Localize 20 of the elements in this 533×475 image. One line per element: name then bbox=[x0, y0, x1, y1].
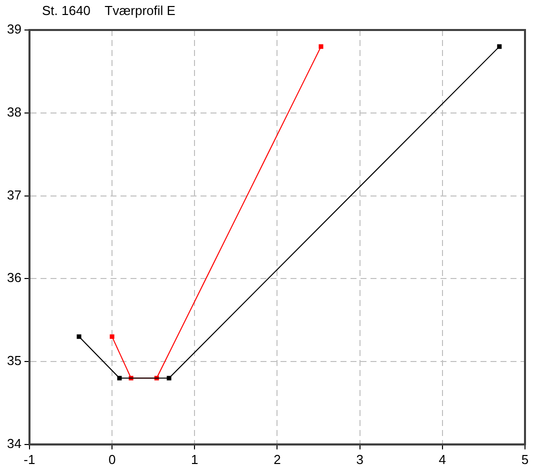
chart-title: St. 1640 Tværprofil E bbox=[42, 3, 176, 18]
y-tick-label: 39 bbox=[6, 22, 22, 37]
x-tick-label: 5 bbox=[521, 452, 529, 467]
y-tick-label: 38 bbox=[6, 104, 22, 120]
point bbox=[497, 44, 502, 49]
y-tick-label: 37 bbox=[6, 187, 22, 202]
x-tick-label: 4 bbox=[438, 452, 446, 467]
x-tick-label: 0 bbox=[108, 452, 116, 467]
x-tick-label: 3 bbox=[356, 452, 364, 467]
point bbox=[110, 334, 114, 339]
x-tick-label: 2 bbox=[274, 452, 281, 467]
point bbox=[117, 376, 122, 380]
point bbox=[166, 376, 172, 380]
point bbox=[318, 44, 324, 49]
point bbox=[76, 334, 82, 339]
x-tick-label: -1 bbox=[24, 452, 36, 467]
x-tick-label: 1 bbox=[191, 452, 198, 467]
y-tick-label: 34 bbox=[6, 436, 22, 451]
y-tick-label: 35 bbox=[6, 353, 22, 368]
y-tick-label: 36 bbox=[6, 270, 22, 286]
